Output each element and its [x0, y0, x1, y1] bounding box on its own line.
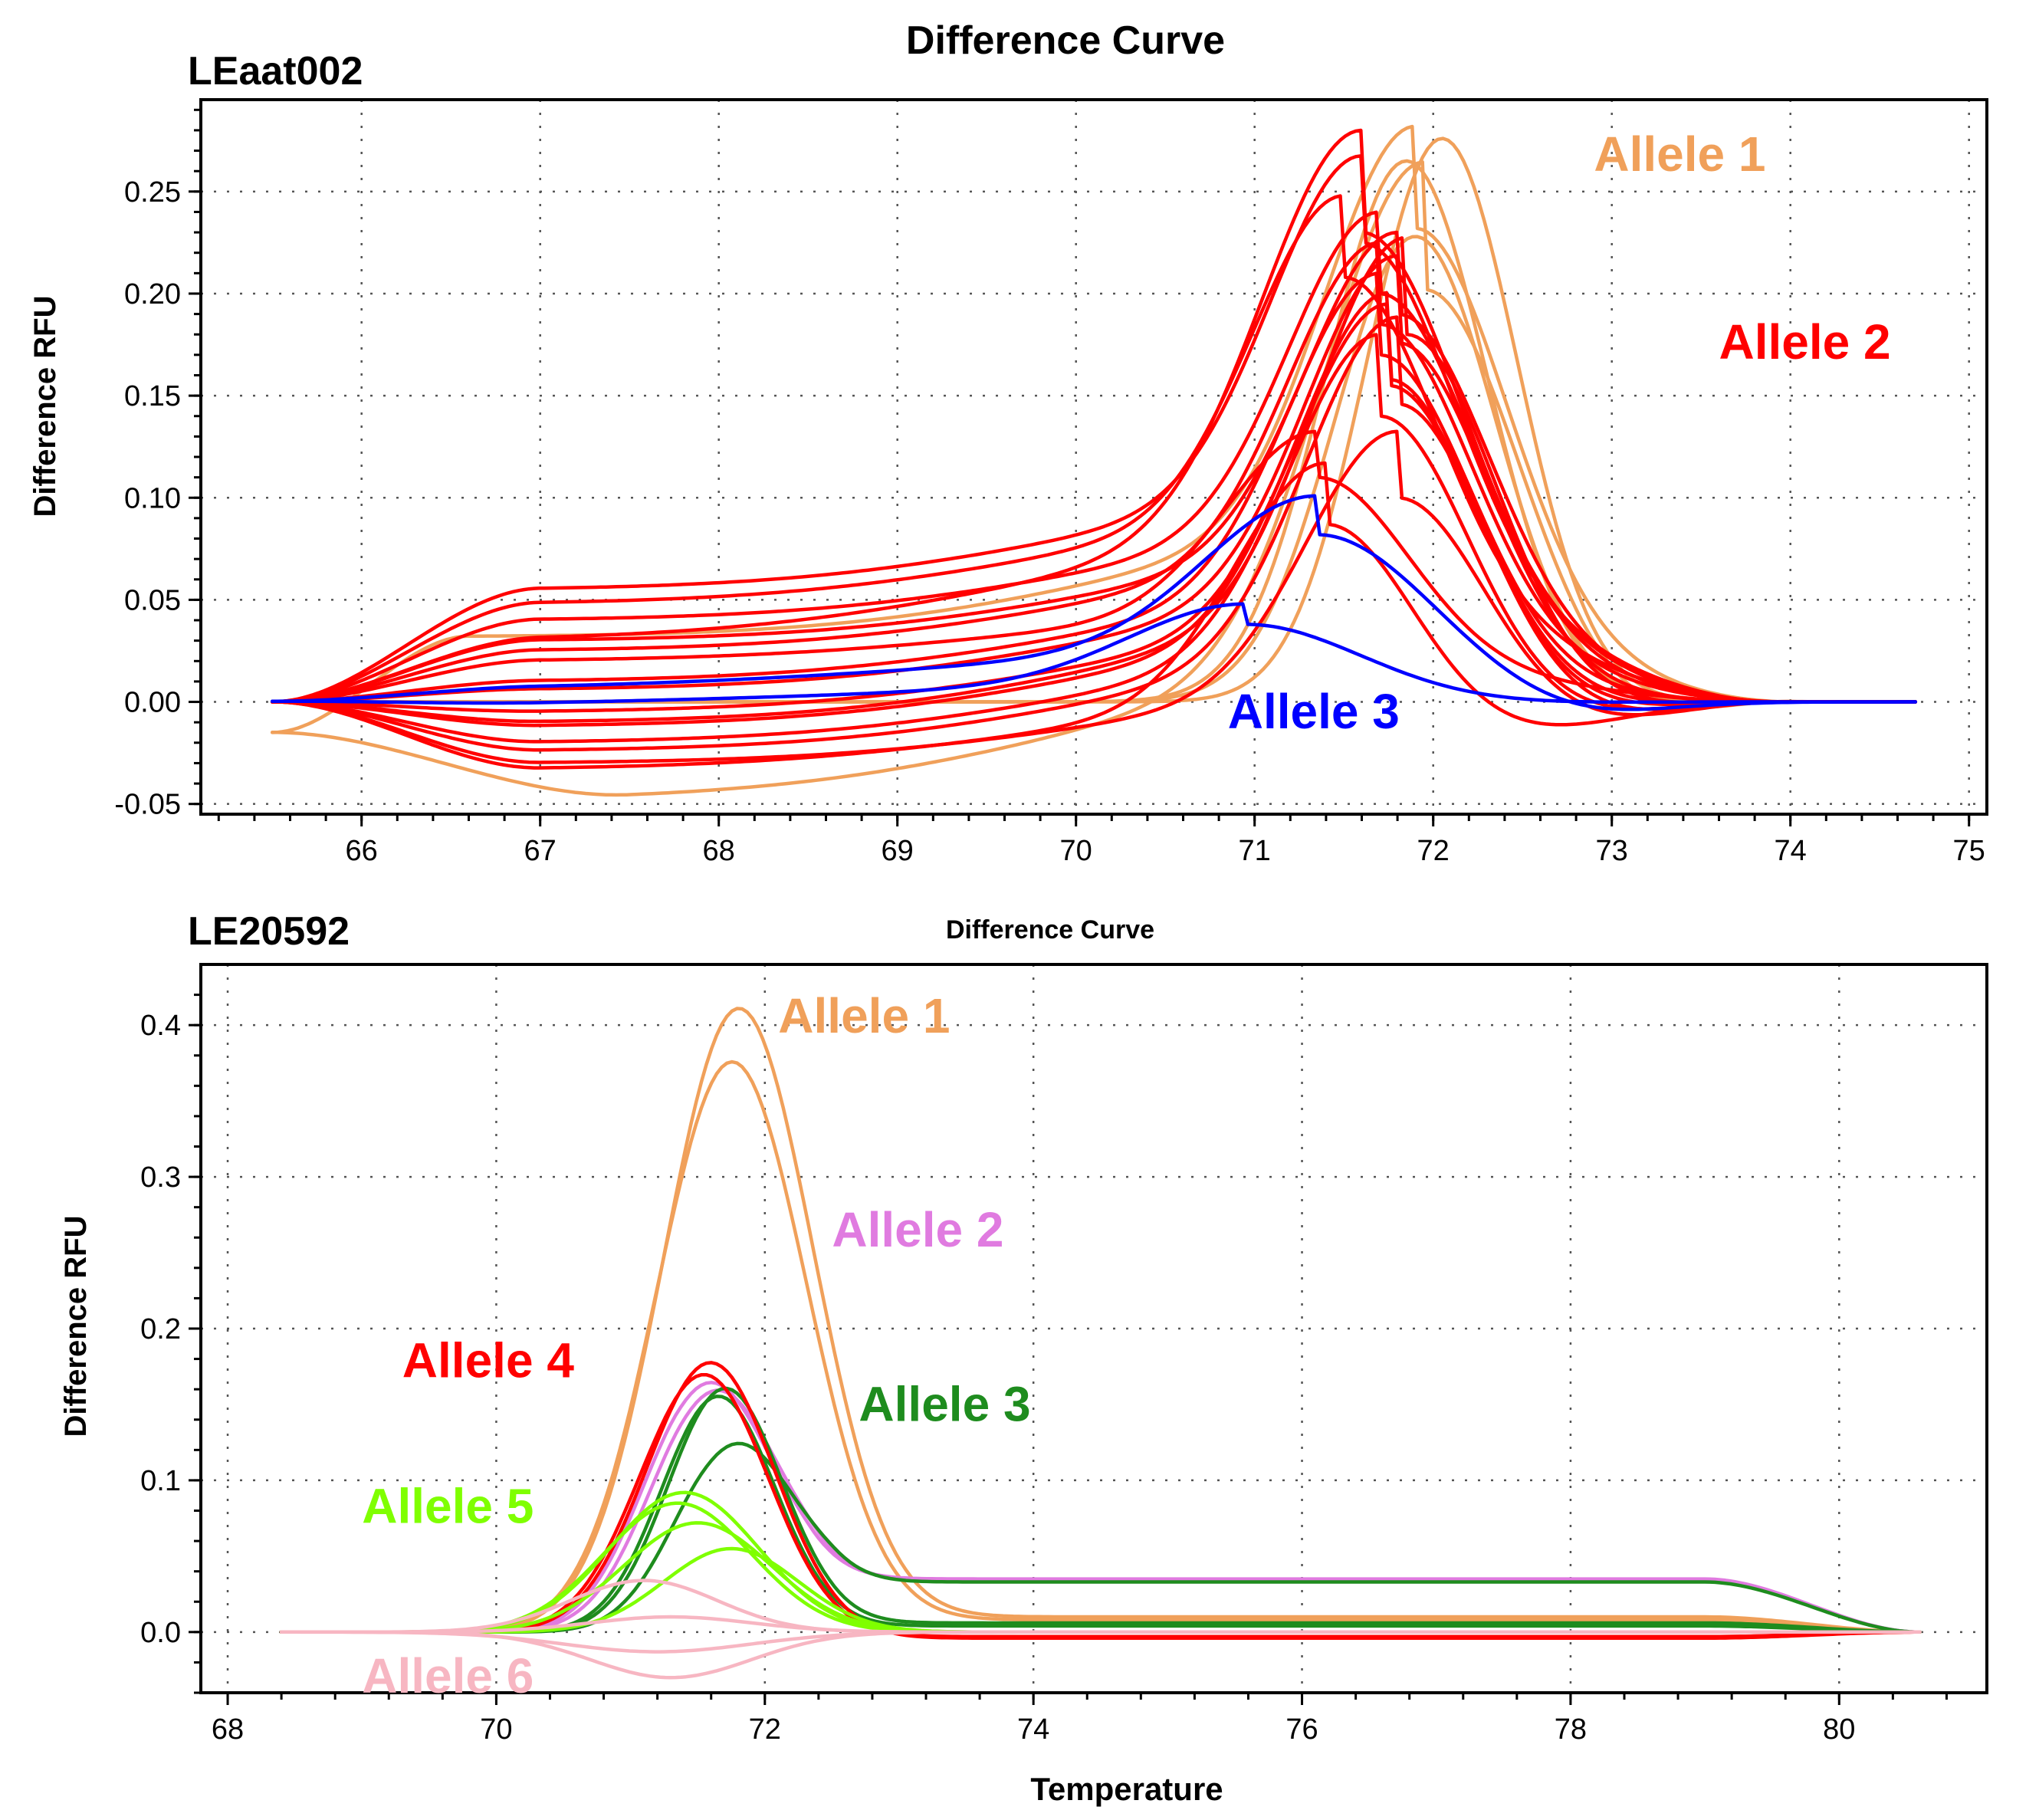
top-allele-3-label: Allele 3: [1228, 684, 1400, 739]
bottom-allele-6-label: Allele 6: [362, 1648, 534, 1703]
top-allele-labels: Allele 1 Allele 2 Allele 3: [1228, 126, 1891, 739]
bottom-y-tick-label: 0.2: [140, 1313, 181, 1345]
panel-le20592: Difference Curve LE20592 Difference RFU …: [59, 909, 1988, 1807]
bottom-allele-3-label: Allele 3: [859, 1377, 1030, 1432]
bottom-panel-label: LE20592: [188, 909, 350, 954]
top-y-tick-label: 0.00: [124, 687, 181, 719]
top-y-axis-label: Difference RFU: [28, 296, 62, 517]
bottom-x-tick-label: 74: [1017, 1713, 1049, 1746]
bottom-y-tick-label: 0.3: [140, 1161, 181, 1194]
bottom-x-axis-label: Temperature: [1030, 1771, 1223, 1807]
panel-leaat002: Difference Curve LEaat002 Difference RFU…: [28, 18, 1988, 867]
top-allele-2-curve-15: [270, 128, 1918, 704]
bottom-allele-1-label: Allele 1: [778, 988, 950, 1043]
bottom-allele-5-label: Allele 5: [362, 1478, 534, 1533]
top-y-tick-label: 0.20: [124, 278, 181, 310]
top-x-tick-label: 75: [1953, 835, 1985, 867]
top-x-tick-label: 66: [346, 835, 378, 867]
top-chart-title: Difference Curve: [906, 18, 1225, 63]
top-panel-label: LEaat002: [188, 49, 363, 94]
bottom-y-tick-label: 0.4: [140, 1010, 181, 1042]
top-allele-2-label: Allele 2: [1719, 314, 1891, 370]
bottom-x-tick-label: 68: [212, 1713, 244, 1746]
bottom-allele-2-label: Allele 2: [832, 1202, 1003, 1257]
top-y-tick-label: 0.05: [124, 584, 181, 616]
top-axes-ticks: 66 67 68 69 70 71 72 73 74 75 -0.05 0.00 0.05 0.10 0.1…: [114, 108, 1985, 867]
bottom-allele-6-curve-4: [279, 1630, 1922, 1680]
top-allele-2-curve-2: [270, 194, 1918, 704]
top-x-tick-label: 67: [524, 835, 557, 867]
top-x-tick-label: 68: [703, 835, 735, 867]
bottom-axes-ticks: 68 70 72 74 76 78 80 0.0 0.1 0.2 0.3 0.4: [140, 994, 1948, 1746]
top-x-tick-label: 70: [1060, 835, 1092, 867]
bottom-x-tick-label: 78: [1555, 1713, 1587, 1746]
bottom-y-tick-label: 0.1: [140, 1465, 181, 1497]
top-curves: [270, 124, 1918, 797]
bottom-allele-4-label: Allele 4: [402, 1332, 575, 1388]
top-allele-1-label: Allele 1: [1594, 126, 1765, 182]
bottom-allele-labels: Allele 1 Allele 2 Allele 3 Allele 4 Allele 5…: [362, 988, 1030, 1703]
bottom-curves: [279, 1007, 1922, 1680]
bottom-chart-title: Difference Curve: [946, 915, 1154, 944]
top-allele-2-curve-13: [270, 461, 1918, 770]
top-allele-2-curve-14: [270, 429, 1918, 704]
bottom-x-tick-label: 72: [749, 1713, 781, 1746]
top-allele-2-curve-16: [270, 236, 1918, 724]
top-y-tick-label: 0.25: [124, 176, 181, 209]
top-y-tick-label: 0.10: [124, 482, 181, 514]
bottom-allele-1-curve-1: [279, 1007, 1922, 1634]
bottom-allele-3-curve-3: [279, 1441, 1922, 1634]
bottom-y-axis-label: Difference RFU: [59, 1216, 93, 1437]
top-allele-2-curve-6: [270, 271, 1918, 704]
top-grid: [201, 100, 1987, 814]
top-x-tick-label: 69: [882, 835, 914, 867]
top-y-tick-label: -0.05: [114, 789, 181, 821]
bottom-x-tick-label: 80: [1823, 1713, 1855, 1746]
top-allele-1-curve-3: [270, 235, 1918, 704]
top-allele-2-curve-4: [270, 230, 1918, 704]
bottom-y-tick-label: 0.0: [140, 1617, 181, 1649]
top-x-tick-label: 73: [1596, 835, 1628, 867]
top-y-tick-label: 0.15: [124, 380, 181, 412]
bottom-x-tick-label: 76: [1285, 1713, 1318, 1746]
top-allele-2-curve-1: [270, 154, 1918, 704]
top-allele-2-curve-5: [270, 241, 1918, 704]
top-x-tick-label: 74: [1775, 835, 1807, 867]
top-x-tick-label: 72: [1417, 835, 1450, 867]
top-x-tick-label: 71: [1239, 835, 1271, 867]
bottom-x-tick-label: 70: [480, 1713, 512, 1746]
top-allele-3-curve-2: [270, 602, 1918, 705]
top-allele-3-curve-1: [270, 494, 1918, 711]
top-allele-2-curve-8: [270, 302, 1918, 713]
